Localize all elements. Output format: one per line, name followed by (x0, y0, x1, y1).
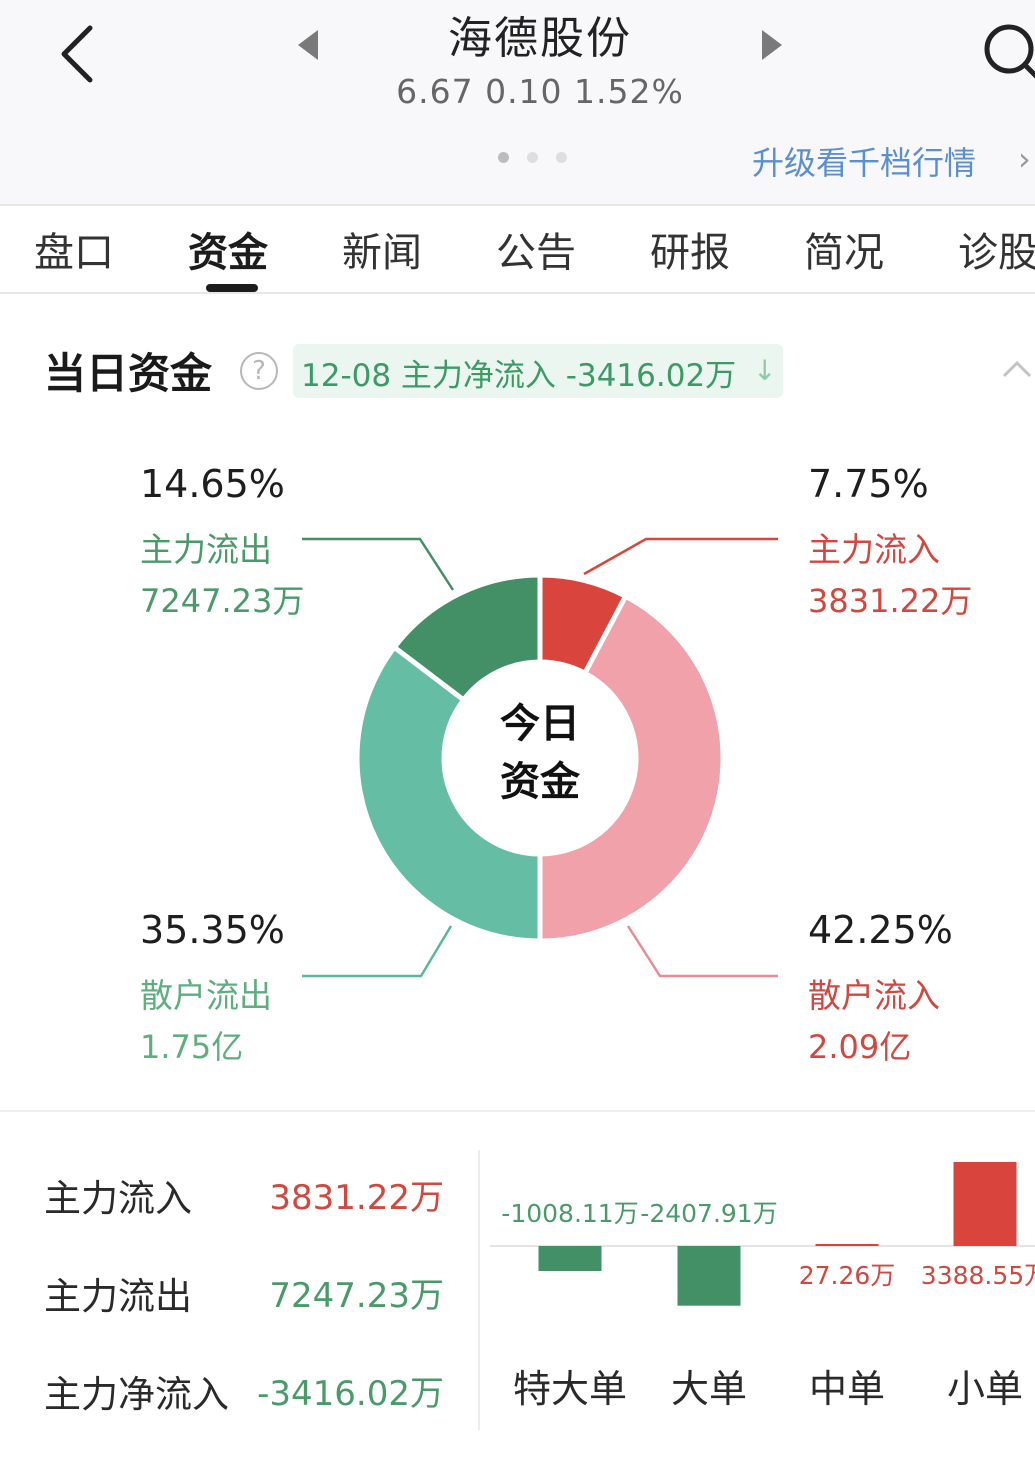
donut-center-line1: 今日 (500, 701, 580, 747)
active-tab-indicator (206, 284, 258, 292)
chevron-right-icon[interactable]: › (1018, 140, 1031, 178)
flow-label: 主力流出 (44, 1275, 192, 1318)
divider (0, 204, 1035, 206)
page-indicator (498, 152, 567, 163)
retail-outflow-slice (354, 643, 543, 944)
tab-profile[interactable]: 简况 (804, 230, 884, 276)
main-outflow-row: 主力流出 7247.23万 (44, 1266, 444, 1326)
retail-inflow-amount: 2.09亿 (808, 1028, 912, 1066)
page-dot (498, 152, 509, 163)
bar-category-label: 小单 (947, 1367, 1023, 1411)
tab-announcements[interactable]: 公告 (496, 230, 576, 276)
bar-value-label: 27.26万 (799, 1261, 896, 1290)
bar-value-label: -1008.11万 (501, 1199, 638, 1228)
main-net-inflow-row: 主力净流入 -3416.02万 (44, 1364, 444, 1424)
main-outflow-amount: 7247.23万 (140, 582, 305, 620)
main-inflow-amount: 3831.22万 (808, 582, 973, 620)
donut-center-line2: 资金 (500, 759, 580, 805)
retail-inflow-leader (626, 925, 778, 978)
retail-inflow-slice (537, 592, 726, 944)
retail-outflow-label: 散户流出 (140, 976, 272, 1015)
bar-category-label: 中单 (809, 1367, 885, 1411)
main-outflow-leader (302, 537, 455, 591)
divider (0, 1110, 1035, 1112)
main-outflow-slice (390, 572, 543, 704)
main-inflow-row: 主力流入 3831.22万 (44, 1168, 444, 1228)
main-inflow-leader (583, 537, 778, 576)
tab-research[interactable]: 研报 (650, 230, 730, 276)
page-dot (527, 152, 538, 163)
retail-outflow-percent: 35.35% (140, 908, 285, 952)
flow-label: 主力流入 (44, 1177, 192, 1220)
previous-stock-icon[interactable] (298, 30, 318, 60)
back-icon[interactable] (56, 22, 106, 86)
main-inflow-percent: 7.75% (808, 462, 929, 506)
net-inflow-summary: 12-08 主力净流入 -3416.02万 ↓ (293, 344, 783, 398)
bar-value-label: 3388.55万 (921, 1261, 1035, 1290)
donut-center-label: 今日 资金 (440, 695, 640, 811)
arrow-down-icon: ↓ (753, 354, 777, 387)
tab-news[interactable]: 新闻 (342, 230, 422, 276)
bar-value-label: -2407.91万 (640, 1199, 777, 1228)
tab-handicap[interactable]: 盘口 (34, 230, 114, 276)
tab-diagnosis[interactable]: 诊股 (958, 230, 1035, 276)
divider (0, 292, 1035, 294)
bar-0 (538, 1246, 602, 1271)
chevron-up-icon[interactable] (1002, 358, 1032, 378)
bar-2 (815, 1244, 879, 1246)
retail-inflow-label: 散户流入 (808, 976, 940, 1015)
page-dot (556, 152, 567, 163)
bar-1 (677, 1246, 741, 1306)
main-outflow-percent: 14.65% (140, 462, 285, 506)
retail-outflow-amount: 1.75亿 (140, 1028, 244, 1066)
main-inflow-label: 主力流入 (808, 530, 940, 569)
stock-header: 海德股份 6.67 0.10 1.52% 升级看千档行情 › (0, 0, 1035, 205)
flow-value: 7247.23万 (269, 1276, 444, 1316)
upgrade-quotes-link[interactable]: 升级看千档行情 (752, 144, 977, 182)
section-title: 当日资金 (44, 349, 213, 398)
divider (478, 1150, 480, 1430)
capital-donut-chart (302, 537, 778, 978)
flow-value: 3831.22万 (269, 1178, 444, 1218)
search-icon[interactable] (982, 22, 1035, 82)
tab-capital[interactable]: 资金 (188, 230, 268, 276)
summary-text: 12-08 主力净流入 -3416.02万 (301, 358, 737, 394)
flow-label: 主力净流入 (44, 1373, 229, 1416)
next-stock-icon[interactable] (762, 30, 782, 60)
help-icon[interactable]: ? (240, 352, 278, 390)
stock-name: 海德股份 (448, 13, 632, 64)
stock-quote: 6.67 0.10 1.52% (396, 72, 684, 111)
bar-category-label: 大单 (671, 1367, 747, 1411)
bar-category-label: 特大单 (513, 1367, 627, 1411)
main-outflow-label: 主力流出 (140, 530, 272, 569)
retail-inflow-percent: 42.25% (808, 908, 953, 952)
flow-value: -3416.02万 (257, 1374, 444, 1414)
tab-bar: 盘口 资金 新闻 公告 研报 简况 诊股 (0, 206, 1035, 294)
bar-3 (953, 1162, 1017, 1246)
retail-outflow-leader (302, 925, 453, 978)
